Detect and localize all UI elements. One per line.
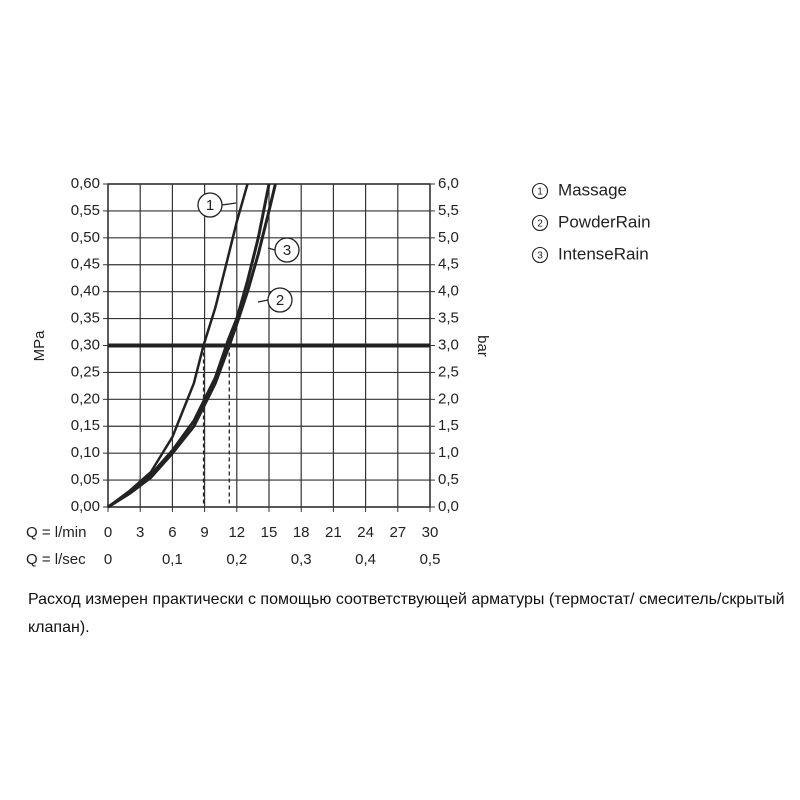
callout-leader [257,299,269,303]
x-tick-label: 9 [200,524,208,541]
series-line [107,183,271,509]
x2-tick-label: 0,5 [420,551,441,568]
callout-leader [267,247,276,251]
x-tick-label: 3 [136,524,144,541]
legend-circle [531,214,549,232]
x-tick-label: 27 [389,524,406,541]
x-tick-label: 24 [357,524,374,541]
y-tick-label: 0,45 [71,256,100,273]
y2-tick-label: 3,5 [438,310,459,327]
y2-tick-label: 1,5 [438,417,459,434]
legend-number: 3 [537,251,543,262]
y-tick-label: 0,00 [71,498,100,515]
callout-circle [197,192,223,218]
x-tick-label: 30 [422,524,439,541]
y-tick-label: 0,50 [71,229,100,246]
y2-axis-label: bar [474,335,491,357]
legend-circle [531,182,549,200]
legend-number: 1 [537,187,543,198]
x-tick-label: 6 [168,524,176,541]
caption: Расход измерен практически с помощью соо… [28,591,785,636]
callout-number: 1 [206,197,214,214]
y-tick-label: 0,10 [71,444,100,461]
y-tick-label: 0,40 [71,283,100,300]
legend-label: IntenseRain [558,244,649,263]
y-tick-label: 0,60 [71,175,100,192]
y-tick-label: 0,05 [71,471,100,488]
legend-circle [531,246,549,264]
x-tick-label: 0 [104,524,112,541]
x2-tick-label: 0,1 [162,551,183,568]
x-tick-label: 21 [325,524,342,541]
callout-circle [267,287,293,313]
y-tick-label: 0,20 [71,390,100,407]
y2-tick-label: 4,0 [438,283,459,300]
series-line [107,183,249,509]
legend-number: 2 [537,219,543,230]
y2-tick-label: 1,0 [438,444,459,461]
x2-axis-label: Q = l/sec [26,551,86,568]
y2-tick-label: 2,0 [438,390,459,407]
y2-tick-label: 6,0 [438,175,459,192]
y-tick-label: 0,55 [71,202,100,219]
x2-tick-label: 0 [104,551,112,568]
series-line [107,183,277,509]
x2-tick-label: 0,3 [291,551,312,568]
y2-tick-label: 0,5 [438,471,459,488]
x-axis-label: Q = l/min [26,524,86,541]
y-axis-label: MPa [31,330,48,362]
y2-tick-label: 3,0 [438,336,459,353]
y2-tick-label: 5,5 [438,202,459,219]
x2-tick-label: 0,2 [226,551,247,568]
y-tick-label: 0,25 [71,363,100,380]
x-tick-label: 12 [228,524,245,541]
y-tick-label: 0,35 [71,310,100,327]
y-tick-label: 0,15 [71,417,100,434]
legend-label: Massage [558,180,627,199]
chart: 0,000,050,100,150,200,250,300,350,400,45… [26,175,651,568]
x-tick-label: 18 [293,524,310,541]
x2-tick-label: 0,4 [355,551,376,568]
callout-leader [221,202,237,206]
callout-number: 3 [283,242,291,259]
y2-tick-label: 4,5 [438,256,459,273]
y2-tick-label: 0,0 [438,498,459,515]
x-tick-label: 15 [261,524,278,541]
y-tick-label: 0,30 [71,336,100,353]
y2-tick-label: 5,0 [438,229,459,246]
callout-number: 2 [276,292,284,309]
y2-tick-label: 2,5 [438,363,459,380]
callout-circle [274,237,300,263]
legend-label: PowderRain [558,212,651,231]
